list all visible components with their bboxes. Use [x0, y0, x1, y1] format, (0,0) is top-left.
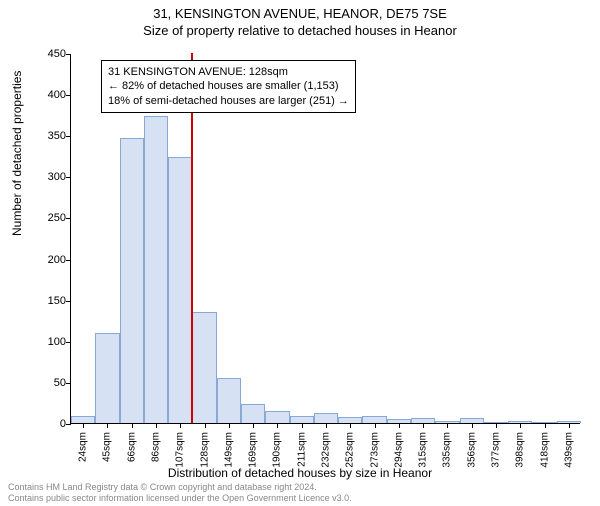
- x-tick-mark: [399, 423, 400, 428]
- x-tick-label: 294sqm: [393, 432, 404, 468]
- histogram-bar: [362, 416, 386, 423]
- info-box-line3: 18% of semi-detached houses are larger (…: [108, 94, 349, 108]
- y-tick-label: 250: [26, 212, 66, 224]
- y-tick-mark: [66, 260, 71, 261]
- histogram-plot: 05010015020025030035040045024sqm45sqm66s…: [70, 54, 580, 424]
- histogram-bar: [95, 333, 119, 423]
- x-tick-mark: [326, 423, 327, 428]
- histogram-bar: [120, 138, 144, 423]
- histogram-bar: [217, 378, 241, 423]
- page-title-line2: Size of property relative to detached ho…: [0, 23, 600, 38]
- y-tick-label: 50: [26, 377, 66, 389]
- page-title-line1: 31, KENSINGTON AVENUE, HEANOR, DE75 7SE: [0, 6, 600, 21]
- y-tick-mark: [66, 136, 71, 137]
- y-tick-mark: [66, 301, 71, 302]
- x-tick-mark: [132, 423, 133, 428]
- x-tick-mark: [520, 423, 521, 428]
- x-tick-label: 45sqm: [102, 432, 113, 462]
- y-tick-mark: [66, 383, 71, 384]
- x-tick-label: 273sqm: [369, 432, 380, 468]
- y-tick-label: 100: [26, 336, 66, 348]
- footer-line1: Contains HM Land Registry data © Crown c…: [8, 482, 352, 493]
- footer-line2: Contains public sector information licen…: [8, 493, 352, 504]
- x-tick-mark: [180, 423, 181, 428]
- x-tick-label: 418sqm: [539, 432, 550, 468]
- info-box-line2: ← 82% of detached houses are smaller (1,…: [108, 79, 349, 93]
- x-tick-label: 66sqm: [126, 432, 137, 462]
- y-tick-label: 150: [26, 295, 66, 307]
- x-tick-label: 169sqm: [248, 432, 259, 468]
- histogram-bar: [290, 416, 314, 423]
- y-tick-label: 300: [26, 171, 66, 183]
- x-tick-mark: [83, 423, 84, 428]
- x-tick-label: 252sqm: [345, 432, 356, 468]
- histogram-bar: [144, 116, 168, 423]
- x-tick-mark: [569, 423, 570, 428]
- y-tick-label: 200: [26, 254, 66, 266]
- x-tick-mark: [107, 423, 108, 428]
- x-tick-label: 315sqm: [418, 432, 429, 468]
- x-tick-mark: [253, 423, 254, 428]
- y-tick-label: 350: [26, 130, 66, 142]
- x-tick-mark: [156, 423, 157, 428]
- x-tick-label: 24sqm: [78, 432, 89, 462]
- info-box: 31 KENSINGTON AVENUE: 128sqm← 82% of det…: [101, 60, 356, 113]
- y-tick-mark: [66, 218, 71, 219]
- histogram-bar: [314, 413, 338, 423]
- info-box-line1: 31 KENSINGTON AVENUE: 128sqm: [108, 65, 349, 79]
- footer-attribution: Contains HM Land Registry data © Crown c…: [8, 482, 352, 504]
- x-tick-mark: [229, 423, 230, 428]
- x-tick-label: 335sqm: [442, 432, 453, 468]
- y-tick-label: 400: [26, 89, 66, 101]
- x-tick-mark: [496, 423, 497, 428]
- chart-area: 05010015020025030035040045024sqm45sqm66s…: [70, 54, 580, 424]
- x-tick-label: 439sqm: [563, 432, 574, 468]
- y-tick-mark: [66, 95, 71, 96]
- y-tick-label: 0: [26, 418, 66, 430]
- x-tick-label: 86sqm: [151, 432, 162, 462]
- x-tick-label: 211sqm: [296, 432, 307, 467]
- y-tick-label: 450: [26, 48, 66, 60]
- x-tick-label: 107sqm: [175, 432, 186, 468]
- x-tick-mark: [447, 423, 448, 428]
- x-tick-mark: [302, 423, 303, 428]
- histogram-bar: [192, 312, 216, 423]
- y-tick-mark: [66, 342, 71, 343]
- x-tick-label: 128sqm: [199, 432, 210, 468]
- x-tick-mark: [472, 423, 473, 428]
- x-tick-mark: [423, 423, 424, 428]
- x-tick-label: 232sqm: [321, 432, 332, 468]
- y-tick-mark: [66, 424, 71, 425]
- x-tick-mark: [375, 423, 376, 428]
- histogram-bar: [168, 157, 192, 423]
- x-tick-mark: [545, 423, 546, 428]
- x-tick-mark: [277, 423, 278, 428]
- y-tick-mark: [66, 177, 71, 178]
- x-tick-label: 398sqm: [515, 432, 526, 468]
- x-tick-label: 356sqm: [466, 432, 477, 468]
- x-tick-mark: [205, 423, 206, 428]
- y-axis-label: Number of detached properties: [10, 71, 24, 236]
- x-tick-label: 190sqm: [272, 432, 283, 468]
- x-tick-label: 377sqm: [491, 432, 502, 468]
- x-tick-label: 149sqm: [223, 432, 234, 468]
- histogram-bar: [241, 404, 265, 423]
- x-tick-mark: [350, 423, 351, 428]
- histogram-bar: [265, 411, 289, 423]
- x-axis-label: Distribution of detached houses by size …: [0, 466, 600, 480]
- y-tick-mark: [66, 54, 71, 55]
